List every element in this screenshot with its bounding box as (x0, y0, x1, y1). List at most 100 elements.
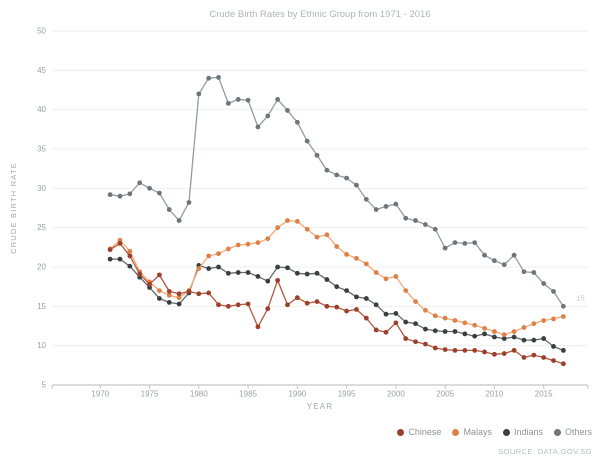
data-point-others (127, 191, 133, 197)
data-point-malays (127, 248, 133, 254)
data-point-others (225, 100, 231, 106)
data-point-indians (235, 270, 241, 275)
data-point-others (432, 226, 438, 232)
data-point-indians (285, 265, 290, 271)
data-point-chinese (423, 341, 428, 347)
data-point-chinese (452, 347, 458, 353)
series-line-others (110, 76, 564, 307)
data-point-chinese (560, 361, 566, 367)
data-point-chinese (521, 355, 527, 360)
data-point-indians (166, 300, 172, 305)
legend: Chinese Malays Indians Others (397, 427, 592, 437)
data-point-chinese (225, 303, 231, 309)
data-point-malays (551, 316, 556, 322)
data-point-malays (285, 218, 290, 223)
data-point-indians (294, 270, 300, 276)
data-point-chinese (137, 271, 143, 277)
data-point-indians (491, 334, 497, 340)
data-point-others (521, 269, 527, 275)
data-point-chinese (511, 347, 517, 353)
data-point-chinese (491, 351, 497, 357)
x-tick-label: 1995 (338, 390, 356, 399)
data-point-malays (452, 318, 458, 323)
data-point-others (285, 108, 290, 113)
data-point-malays (491, 329, 497, 334)
legend-item-indians: Indians (502, 427, 543, 437)
data-point-malays (166, 292, 172, 298)
data-point-others (383, 204, 389, 209)
data-point-malays (462, 320, 468, 326)
data-point-malays (531, 321, 537, 327)
data-point-malays (255, 240, 261, 246)
y-tick-label: 35 (37, 145, 46, 154)
data-point-indians (432, 328, 438, 334)
x-tick-label: 2005 (436, 390, 454, 399)
data-point-indians (225, 270, 231, 276)
data-point-others (324, 167, 330, 173)
data-point-malays (216, 251, 221, 257)
data-point-malays (413, 299, 418, 305)
data-point-malays (344, 252, 350, 257)
data-point-indians (511, 334, 517, 340)
chinese-series-dot-icon (397, 428, 405, 436)
data-point-chinese (354, 307, 359, 312)
data-point-chinese (147, 281, 152, 287)
data-point-chinese (186, 288, 192, 294)
indians-series-dot-icon (502, 428, 510, 436)
x-tick-label: 2000 (387, 390, 405, 399)
data-point-chinese (275, 277, 281, 283)
legend-label-chinese: Chinese (408, 427, 442, 437)
source-attribution: SOURCE: DATA.GOV.SG (498, 447, 592, 456)
data-point-others (176, 218, 182, 223)
data-point-others (462, 241, 468, 246)
data-point-indians (363, 296, 369, 301)
data-point-chinese (235, 302, 241, 308)
data-point-chinese (442, 347, 448, 352)
data-point-chinese (117, 241, 123, 246)
data-point-chinese (216, 302, 221, 308)
legend-item-malays: Malays (452, 427, 492, 437)
legend-item-others: Others (553, 427, 592, 437)
data-point-chinese (285, 302, 290, 308)
data-point-others (314, 152, 320, 158)
legend-item-chinese: Chinese (397, 427, 441, 437)
data-point-others (393, 201, 399, 207)
legend-label-indians: Indians (513, 427, 543, 437)
data-point-chinese (107, 247, 113, 253)
legend-label-others: Others (564, 427, 592, 437)
data-point-chinese (373, 327, 379, 333)
data-point-indians (255, 274, 261, 279)
x-tick-label: 2015 (535, 390, 553, 399)
x-tick-label: 1970 (91, 390, 109, 399)
data-point-malays (423, 307, 428, 313)
data-point-chinese (196, 291, 202, 297)
data-point-others (452, 240, 458, 246)
data-point-indians (472, 333, 478, 339)
data-point-chinese (432, 345, 438, 351)
data-point-indians (176, 301, 182, 307)
data-point-others (403, 215, 409, 221)
data-point-malays (176, 295, 182, 301)
x-tick-label: 1980 (190, 390, 208, 399)
data-point-others (354, 182, 359, 188)
data-point-malays (324, 232, 330, 238)
x-tick-label: 1975 (141, 390, 159, 399)
data-point-indians (541, 336, 547, 341)
data-point-others (166, 207, 172, 212)
legend-label-malays: Malays (463, 427, 492, 437)
data-point-others (413, 218, 418, 223)
data-point-chinese (551, 358, 556, 364)
data-point-malays (196, 266, 202, 271)
data-point-indians (462, 331, 468, 337)
data-point-chinese (403, 336, 409, 341)
data-point-malays (314, 234, 320, 240)
data-point-indians (206, 266, 212, 271)
data-point-indians (354, 294, 359, 300)
data-point-indians (383, 311, 389, 317)
data-point-chinese (176, 291, 182, 297)
data-point-indians (127, 263, 133, 269)
data-point-chinese (245, 301, 251, 307)
data-point-indians (393, 311, 399, 316)
data-point-chinese (166, 288, 172, 294)
data-point-others (373, 207, 379, 212)
